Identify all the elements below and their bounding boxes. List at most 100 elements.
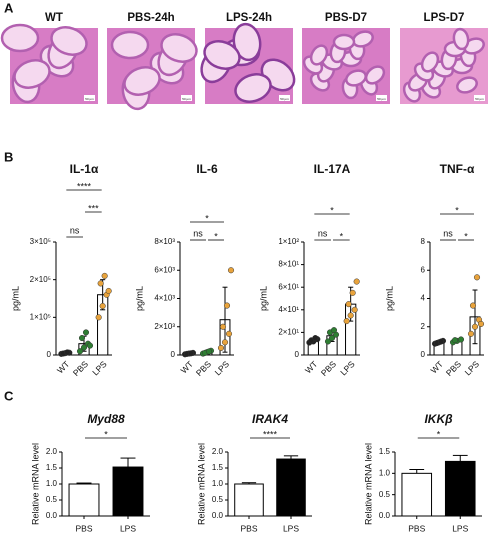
x-tick-label: LPS bbox=[283, 523, 299, 533]
y-tick-label: 0.5 bbox=[46, 495, 58, 504]
data-point bbox=[95, 314, 102, 321]
y-tick-label: 8×10¹ bbox=[278, 260, 299, 269]
y-tick-label: 1.0 bbox=[212, 479, 224, 488]
significance-label: *** bbox=[88, 203, 99, 213]
tubule bbox=[13, 59, 51, 89]
tubule bbox=[123, 66, 161, 96]
significance-label: * bbox=[104, 429, 108, 439]
significance-label: ns bbox=[193, 228, 203, 238]
y-tick-label: 0.0 bbox=[379, 511, 391, 520]
tubule bbox=[420, 51, 440, 73]
significance-label: * bbox=[340, 231, 344, 241]
y-tick-label: 0.5 bbox=[379, 490, 391, 499]
chart-title: IRAK4 bbox=[252, 412, 288, 426]
significance-label: ns bbox=[443, 228, 453, 238]
data-point bbox=[82, 329, 90, 336]
data-point bbox=[471, 323, 479, 330]
chart-title: IL-1α bbox=[70, 162, 99, 176]
data-point bbox=[101, 272, 108, 279]
image-label: PBS-D7 bbox=[325, 12, 367, 24]
chart-title: IL-6 bbox=[196, 162, 218, 176]
x-tick-label: WT bbox=[303, 359, 319, 375]
tubule bbox=[345, 69, 367, 87]
panel-label: C bbox=[4, 388, 14, 403]
data-point bbox=[324, 338, 332, 345]
significance-label: **** bbox=[263, 429, 278, 439]
scale-bar-box bbox=[84, 95, 95, 101]
tubule bbox=[456, 76, 478, 94]
y-tick-label: 8 bbox=[421, 237, 426, 246]
y-tick-label: 0 bbox=[47, 350, 52, 359]
x-tick-label: PBS bbox=[75, 523, 92, 533]
y-tick-label: 2×10⁵ bbox=[30, 275, 51, 284]
significance-label: * bbox=[455, 205, 459, 215]
bar bbox=[112, 466, 144, 517]
y-tick-label: 2×10³ bbox=[154, 322, 175, 331]
y-axis-label: pg/mL bbox=[258, 286, 268, 311]
scale-bar-label: 50 µm bbox=[377, 97, 386, 101]
y-tick-label: 2×10¹ bbox=[278, 328, 299, 337]
scale-bar-box bbox=[376, 95, 387, 101]
histology-image: 50 µm bbox=[107, 28, 198, 111]
data-point bbox=[473, 274, 481, 281]
y-tick-label: 4×10³ bbox=[154, 294, 175, 303]
tubule bbox=[332, 33, 356, 51]
tubule bbox=[160, 33, 198, 63]
bar bbox=[444, 460, 476, 517]
y-tick-label: 2.0 bbox=[212, 447, 224, 456]
y-tick-label: 3×10⁵ bbox=[30, 237, 51, 246]
y-tick-label: 6 bbox=[421, 265, 426, 274]
tubule bbox=[234, 73, 272, 103]
panel-label: B bbox=[4, 149, 13, 164]
chart-title: TNF-α bbox=[440, 162, 475, 176]
scale-bar-label: 50 µm bbox=[280, 97, 289, 101]
bar bbox=[401, 472, 433, 517]
y-tick-label: 2.0 bbox=[46, 447, 58, 456]
y-tick-label: 0.0 bbox=[212, 511, 224, 520]
y-tick-label: 0.0 bbox=[46, 511, 58, 520]
data-point bbox=[457, 336, 465, 343]
data-point bbox=[349, 289, 356, 296]
y-tick-label: 0 bbox=[295, 350, 300, 359]
tubule bbox=[452, 27, 470, 51]
histology-image: 50 µm bbox=[200, 22, 296, 104]
data-point bbox=[86, 342, 94, 349]
tubule bbox=[110, 30, 150, 60]
y-tick-label: 1.0 bbox=[379, 468, 391, 477]
significance-label: * bbox=[330, 205, 334, 215]
data-point bbox=[221, 339, 229, 346]
data-point bbox=[205, 348, 213, 355]
y-tick-label: 8×10³ bbox=[154, 237, 175, 246]
data-point bbox=[312, 335, 319, 342]
scale-bar-label: 50 µm bbox=[85, 97, 94, 101]
data-point bbox=[217, 344, 225, 351]
tubule bbox=[309, 44, 329, 66]
significance-label: **** bbox=[77, 181, 92, 191]
bar bbox=[276, 458, 306, 517]
y-axis-label: Relative mRNA level bbox=[196, 443, 206, 525]
tubule bbox=[232, 22, 262, 62]
tubule bbox=[203, 40, 241, 70]
y-tick-label: 6×10¹ bbox=[278, 282, 299, 291]
data-point bbox=[345, 301, 352, 308]
significance-label: * bbox=[464, 231, 468, 241]
x-tick-label: WT bbox=[179, 359, 195, 375]
y-tick-label: 1.0 bbox=[46, 479, 58, 488]
x-tick-label: LPS bbox=[90, 359, 109, 378]
data-point bbox=[225, 330, 233, 337]
data-point bbox=[187, 350, 195, 357]
chart-title: IL-17A bbox=[314, 162, 351, 176]
bar bbox=[68, 483, 100, 517]
y-tick-label: 1×10⁵ bbox=[30, 312, 51, 321]
image-label: LPS-24h bbox=[226, 12, 272, 24]
image-label: PBS-24h bbox=[127, 12, 174, 24]
histology-image: 50 µm bbox=[0, 23, 98, 104]
data-point bbox=[99, 302, 106, 310]
significance-label: ns bbox=[318, 228, 328, 238]
x-tick-label: PBS bbox=[319, 359, 338, 378]
y-axis-label: pg/mL bbox=[384, 286, 394, 311]
x-tick-label: PBS bbox=[194, 359, 213, 378]
image-label: WT bbox=[45, 12, 63, 24]
y-tick-label: 1×10² bbox=[278, 237, 299, 246]
